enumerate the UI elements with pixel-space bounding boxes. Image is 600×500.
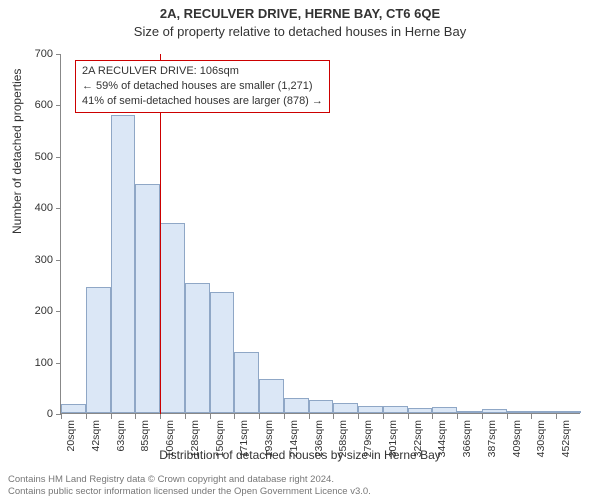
x-tick-mark [111,414,112,419]
y-tick-label: 100 [23,357,53,369]
y-tick-label: 400 [23,202,53,214]
x-tick-mark [408,414,409,419]
x-tick-mark [556,414,557,419]
x-tick-mark [61,414,62,419]
footer-line: Contains public sector information licen… [8,486,371,498]
x-tick-mark [432,414,433,419]
x-tick-label: 452sqm [560,383,572,420]
chart-subtitle: Size of property relative to detached ho… [0,22,600,39]
x-tick-label: 279sqm [362,383,374,420]
plot-area: 0100200300400500600700 20sqm42sqm63sqm85… [60,54,580,414]
footer-line: Contains HM Land Registry data © Crown c… [8,474,371,486]
x-tick-mark [210,414,211,419]
x-tick-mark [86,414,87,419]
x-tick-mark [284,414,285,419]
x-tick-mark [185,414,186,419]
x-tick-mark [309,414,310,419]
x-tick-label: 85sqm [139,388,151,420]
x-tick-mark [160,414,161,419]
x-tick-mark [383,414,384,419]
y-tick-label: 500 [23,151,53,163]
x-tick-label: 258sqm [337,383,349,420]
x-tick-mark [333,414,334,419]
x-tick-mark [358,414,359,419]
y-tick-label: 700 [23,48,53,60]
plot-frame: 0100200300400500600700 20sqm42sqm63sqm85… [60,54,580,414]
annotation-line: 2A RECULVER DRIVE: 106sqm [82,64,323,79]
x-tick-label: 128sqm [189,383,201,420]
y-axis-label: Number of detached properties [10,69,24,234]
x-tick-label: 301sqm [387,383,399,420]
x-tick-label: 63sqm [115,388,127,420]
x-tick-label: 42sqm [90,388,102,420]
x-tick-label: 366sqm [461,383,473,420]
x-tick-mark [259,414,260,419]
x-tick-label: 193sqm [263,383,275,420]
x-axis-label: Distribution of detached houses by size … [0,448,600,462]
x-tick-label: 236sqm [313,383,325,420]
y-tick-label: 200 [23,305,53,317]
x-tick-mark [507,414,508,419]
x-tick-mark [531,414,532,419]
x-tick-mark [482,414,483,419]
x-tick-mark [234,414,235,419]
x-tick-label: 409sqm [511,383,523,420]
histogram-bar [135,184,160,413]
x-tick-label: 150sqm [214,383,226,420]
chart-container: 2A, RECULVER DRIVE, HERNE BAY, CT6 6QE S… [0,0,600,500]
y-tick-label: 0 [23,408,53,420]
annotation-line: ← 59% of detached houses are smaller (1,… [82,79,323,94]
x-tick-label: 430sqm [535,383,547,420]
x-tick-mark [457,414,458,419]
footer-attribution: Contains HM Land Registry data © Crown c… [8,474,371,498]
x-tick-label: 214sqm [288,383,300,420]
x-tick-label: 387sqm [486,383,498,420]
x-tick-label: 20sqm [65,388,77,420]
x-tick-mark [135,414,136,419]
y-tick-label: 300 [23,254,53,266]
x-tick-label: 106sqm [164,383,176,420]
x-tick-label: 344sqm [436,383,448,420]
histogram-bar [111,115,136,413]
chart-title: 2A, RECULVER DRIVE, HERNE BAY, CT6 6QE [0,0,600,22]
y-tick-label: 600 [23,99,53,111]
annotation-box: 2A RECULVER DRIVE: 106sqm ← 59% of detac… [75,60,330,113]
annotation-line: 41% of semi-detached houses are larger (… [82,94,323,109]
x-tick-label: 322sqm [412,383,424,420]
x-tick-label: 171sqm [238,383,250,420]
